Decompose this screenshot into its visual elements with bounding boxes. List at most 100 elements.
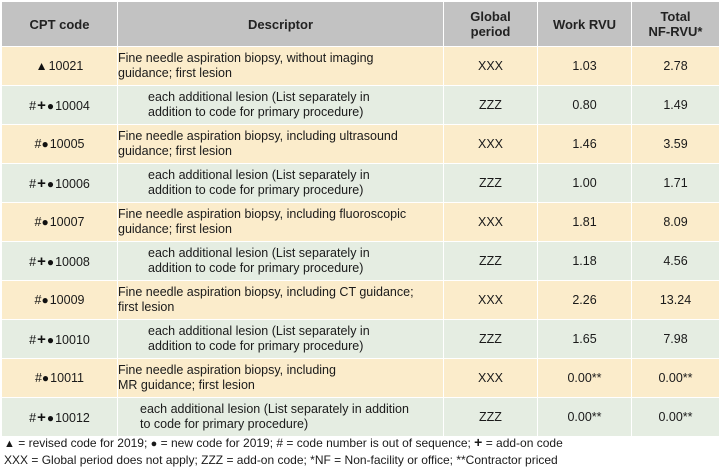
filled-circle-icon: ● [41, 215, 49, 229]
table-legend: ▲ = revised code for 2019; ● = new code … [4, 434, 716, 468]
descriptor-line-2: first lesion [118, 300, 175, 314]
descriptor-cell: each additional lesion (List separately … [117, 397, 444, 437]
descriptor-cell: each additional lesion (List separately … [117, 319, 444, 359]
cpt-code-cell: #●10009 [1, 280, 118, 320]
cpt-code-cell: #+●10006 [1, 163, 118, 203]
hash-symbol: # [29, 332, 37, 347]
plus-icon: + [37, 174, 46, 192]
work-rvu-cell: 1.81 [537, 202, 632, 242]
cpt-code-number: 10012 [55, 410, 90, 425]
global-period-cell: XXX [443, 358, 538, 398]
descriptor-cell: each additional lesion (List separately … [117, 163, 444, 203]
cpt-code-cell: #●10007 [1, 202, 118, 242]
header-global-line1: Global [470, 9, 511, 24]
descriptor-cell: Fine needle aspiration biopsy, including… [117, 280, 444, 320]
table-row: #+●10010 each additional lesion (List sep… [1, 319, 720, 359]
table-header-row: CPT code Descriptor Global period Work R… [1, 1, 720, 47]
table-row: #●10007 Fine needle aspiration biopsy, in… [1, 202, 720, 242]
table-row: #●10011 Fine needle aspiration biopsy, in… [1, 358, 720, 398]
descriptor-line-1: Fine needle aspiration biopsy, including… [118, 207, 407, 221]
descriptor-line-1: each additional lesion (List separately … [148, 324, 370, 338]
global-period-cell: XXX [443, 46, 538, 86]
filled-circle-icon: ● [46, 410, 55, 425]
descriptor-cell: Fine needle aspiration biopsy, including… [117, 124, 444, 164]
total-nf-rvu-cell: 2.78 [631, 46, 720, 86]
cpt-code-number: 10009 [49, 293, 85, 307]
cpt-code-number: 10004 [55, 98, 90, 113]
legend-add-on-text: = add-on code [482, 436, 563, 450]
work-rvu-cell: 0.80 [537, 85, 632, 125]
descriptor-cell: Fine needle aspiration biopsy, without i… [117, 46, 444, 86]
total-nf-rvu-cell: 1.49 [631, 85, 720, 125]
total-nf-rvu-cell: 1.71 [631, 163, 720, 203]
cpt-code-number: 10021 [48, 59, 84, 73]
hash-symbol: # [34, 215, 42, 229]
total-nf-rvu-cell: 4.56 [631, 241, 720, 281]
work-rvu-cell: 1.65 [537, 319, 632, 359]
table-row: #●10005 Fine needle aspiration biopsy, in… [1, 124, 720, 164]
descriptor-line-1: Fine needle aspiration biopsy, including [118, 363, 336, 377]
descriptor-line-2: guidance; first lesion [118, 66, 232, 80]
global-period-cell: ZZZ [443, 241, 538, 281]
total-nf-rvu-cell: 0.00** [631, 358, 720, 398]
descriptor-line-2: addition to code for primary procedure) [148, 183, 364, 197]
legend-new-code-text: = new code for 2019; # = code number is … [157, 436, 475, 450]
cpt-code-number: 10008 [55, 254, 90, 269]
cpt-code-cell: #+●10004 [1, 85, 118, 125]
header-cpt-code: CPT code [1, 1, 118, 47]
global-period-cell: ZZZ [443, 397, 538, 437]
work-rvu-cell: 2.26 [537, 280, 632, 320]
hash-symbol: # [29, 410, 37, 425]
work-rvu-cell: 1.46 [537, 124, 632, 164]
cpt-code-cell: #+●10012 [1, 397, 118, 437]
cpt-code-cell: #+●10008 [1, 241, 118, 281]
triangle-icon: ▲ [4, 438, 15, 450]
descriptor-line-2: to code for primary procedure) [140, 417, 309, 431]
legend-revised-text: = revised code for 2019; [14, 436, 151, 450]
global-period-cell: ZZZ [443, 163, 538, 203]
cpt-code-cell: #+●10010 [1, 319, 118, 359]
hash-symbol: # [29, 254, 37, 269]
table-body: ▲10021 Fine needle aspiration biopsy, wit… [1, 46, 720, 437]
global-period-cell: ZZZ [443, 85, 538, 125]
descriptor-cell: Fine needle aspiration biopsy, including… [117, 358, 444, 398]
filled-circle-icon: ● [46, 176, 55, 191]
header-total-line1: Total [660, 9, 691, 24]
descriptor-line-2: guidance; first lesion [118, 222, 232, 236]
descriptor-line-2: MR guidance; first lesion [118, 378, 255, 392]
plus-icon: + [37, 330, 46, 348]
total-nf-rvu-cell: 3.59 [631, 124, 720, 164]
descriptor-cell: each additional lesion (List separately … [117, 85, 444, 125]
cpt-code-number: 10011 [50, 371, 85, 385]
filled-circle-icon: ● [41, 137, 49, 151]
work-rvu-cell: 0.00** [537, 397, 632, 437]
descriptor-line-2: guidance; first lesion [118, 144, 232, 158]
filled-circle-icon: ● [46, 254, 55, 269]
descriptor-line-2: addition to code for primary procedure) [148, 105, 364, 119]
work-rvu-cell: 0.00** [537, 358, 632, 398]
total-nf-rvu-cell: 13.24 [631, 280, 720, 320]
work-rvu-cell: 1.00 [537, 163, 632, 203]
filled-circle-icon: ● [41, 293, 49, 307]
filled-circle-icon: ● [46, 98, 55, 113]
cpt-code-cell: ▲10021 [1, 46, 118, 86]
cpt-code-number: 10006 [55, 176, 90, 191]
cpt-code-cell: #●10011 [1, 358, 118, 398]
header-total-nf-rvu: Total NF-RVU* [631, 1, 720, 47]
global-period-cell: XXX [443, 202, 538, 242]
plus-icon: + [37, 408, 46, 426]
work-rvu-cell: 1.03 [537, 46, 632, 86]
plus-icon: + [474, 434, 483, 450]
cpt-code-table: CPT code Descriptor Global period Work R… [1, 1, 720, 437]
descriptor-line-1: Fine needle aspiration biopsy, including… [118, 129, 398, 143]
hash-symbol: # [29, 176, 37, 191]
legend-line-abbreviations: XXX = Global period does not apply; ZZZ … [4, 453, 558, 467]
global-period-cell: ZZZ [443, 319, 538, 359]
work-rvu-cell: 1.18 [537, 241, 632, 281]
cpt-code-number: 10007 [49, 215, 85, 229]
total-nf-rvu-cell: 7.98 [631, 319, 720, 359]
descriptor-line-1: each additional lesion (List separately … [148, 90, 370, 104]
filled-circle-icon: ● [150, 438, 158, 450]
descriptor-line-2: addition to code for primary procedure) [148, 261, 364, 275]
